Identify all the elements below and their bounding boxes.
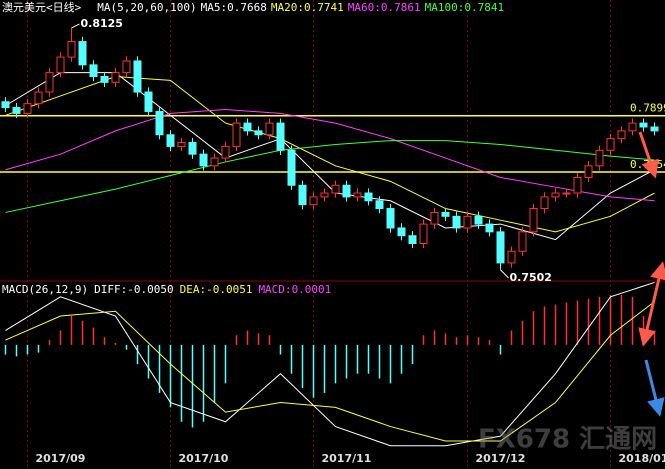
candle-body [78,41,87,66]
candle-body [617,130,626,140]
candle-body [408,235,417,244]
candle-body [276,122,285,151]
legend-value: 0.7668 [227,1,267,14]
arrow [638,131,659,179]
candle-body [628,122,637,132]
candle-body [12,107,21,114]
candle-body [331,184,340,194]
arrow [638,261,665,347]
candle-body [309,196,318,206]
candle-body [375,200,384,210]
legend-value: 0.0001 [292,283,332,296]
annotation: 0.8125 [81,17,123,30]
candle-body [463,215,472,229]
candle-body [529,208,538,233]
candle-body [650,126,659,132]
candle-body [89,64,98,78]
candle-body [342,184,351,198]
candle-body [210,157,219,167]
candle-body [232,122,241,147]
candle-body [573,176,582,194]
legend-value: 0.7861 [381,1,421,14]
arrow [644,359,665,417]
indicator-line [5,301,655,442]
candle-body [122,60,131,74]
candle-body [254,130,263,136]
legend-value: -0.0050 [127,283,173,296]
candle-body [606,138,615,151]
annotation-leader [500,269,509,279]
legend-name: MA20: [271,1,304,14]
candle-body [56,56,65,74]
x-tick-label: 2017/10 [179,452,229,465]
candle-body [507,250,516,264]
x-tick-label: 2017/11 [322,452,372,465]
indicator-line [5,140,655,213]
candle-body [34,91,43,105]
annotation: 0.7502 [510,271,552,284]
indicator-title: MACD(26,12,9) [2,283,88,296]
candle-body [452,215,461,229]
legend-value: 0.7841 [464,1,504,14]
candle-body [441,211,450,217]
price-level-label: 0.7754 [630,158,665,171]
candle-body [221,145,230,159]
legend-name: DIFF: [94,283,127,296]
candle-body [584,165,593,178]
watermark: FX678 汇通网 [478,425,657,455]
legend-name: MACD: [258,283,291,296]
legend-name: DEA: [180,283,207,296]
x-tick-label: 2017/12 [476,452,526,465]
candle-body [243,122,252,132]
candle-body [320,192,329,198]
legend-value: -0.0051 [206,283,252,296]
legend-name: MA5: [201,1,228,14]
x-tick-label: 2017/09 [36,452,86,465]
legend-value: 0.7741 [304,1,344,14]
candle-body [155,110,164,136]
candle-body [287,149,296,186]
indicator-name: MA(5,20,60,100) [97,1,196,14]
candle-body [540,196,549,210]
candle-body [144,91,153,112]
candle-body [133,60,142,93]
candle-body [562,192,571,195]
indicator-line [5,109,655,202]
candle-body [397,227,406,237]
price-level-label: 0.7899 [630,102,665,115]
chart-title: 澳元美元<日线> [2,0,82,14]
candle-body [45,72,54,93]
candle-body [67,41,76,58]
candle-body [386,208,395,229]
candle-body [639,122,648,128]
candle-body [100,76,109,83]
candle-body [199,153,208,167]
candle-body [111,72,120,83]
candle-body [177,142,186,147]
candle-body [298,184,307,206]
legend-name: MA60: [348,1,381,14]
candle-body [1,101,10,109]
indicator-line [5,281,655,447]
candle-body [265,122,274,136]
candle-body [551,192,560,198]
annotation-leader [71,23,80,29]
candle-body [364,192,373,202]
candle-body [485,223,494,233]
candle-body [430,211,439,225]
x-tick-label: 2018/01 [619,452,665,465]
candle-body [353,192,362,198]
candle-body [188,142,197,155]
candle-body [166,134,175,147]
candle-body [419,223,428,244]
candle-body [23,103,32,114]
legend-name: MA100: [425,1,465,14]
candle-body [518,231,527,252]
candle-body [474,215,483,225]
candle-body [496,231,505,264]
candle-body [595,149,604,167]
